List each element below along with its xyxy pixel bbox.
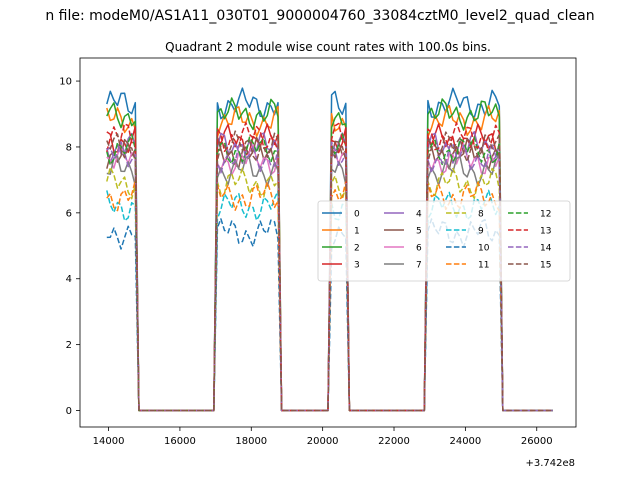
y-tick-label: 8 [66, 142, 72, 153]
legend-label-5: 5 [416, 227, 422, 237]
x-tick-label: 22000 [378, 436, 410, 447]
legend-label-14: 14 [540, 244, 552, 254]
y-tick-label: 4 [66, 274, 72, 285]
figure-suptitle: n file: modeM0/AS1A11_030T01_9000004760_… [45, 8, 594, 24]
axes-frame [79, 57, 577, 428]
legend-label-7: 7 [416, 261, 422, 271]
legend-label-9: 9 [478, 227, 484, 237]
legend-label-11: 11 [478, 261, 489, 271]
y-tick-label: 0 [66, 406, 72, 417]
legend-label-3: 3 [354, 261, 360, 271]
y-tick-label: 10 [59, 77, 72, 88]
chart-title: Quadrant 2 module wise count rates with … [165, 40, 491, 54]
legend-label-13: 13 [540, 227, 551, 237]
legend-label-8: 8 [478, 210, 484, 220]
axis-ticks: 14000 16000 18000 20000 22000 24000 26000 0 2 4 6 8… [59, 77, 552, 447]
y-tick-label: 2 [66, 340, 72, 351]
x-offset-label: +3.742e8 [525, 458, 575, 469]
x-tick-label: 18000 [235, 436, 267, 447]
legend-label-2: 2 [354, 244, 360, 254]
x-tick-label: 26000 [521, 436, 553, 447]
legend-frame [317, 200, 571, 282]
legend-label-6: 6 [416, 244, 422, 254]
x-tick-label: 16000 [164, 436, 196, 447]
legend-label-4: 4 [416, 210, 422, 220]
legend-label-10: 10 [478, 244, 490, 254]
legend-label-15: 15 [540, 261, 551, 271]
legend-label-0: 0 [354, 210, 360, 220]
y-tick-label: 6 [66, 208, 72, 219]
legend-label-1: 1 [354, 227, 360, 237]
legend-label-12: 12 [540, 210, 551, 220]
x-tick-label: 14000 [93, 436, 125, 447]
x-tick-label: 20000 [307, 436, 339, 447]
x-tick-label: 24000 [449, 436, 481, 447]
